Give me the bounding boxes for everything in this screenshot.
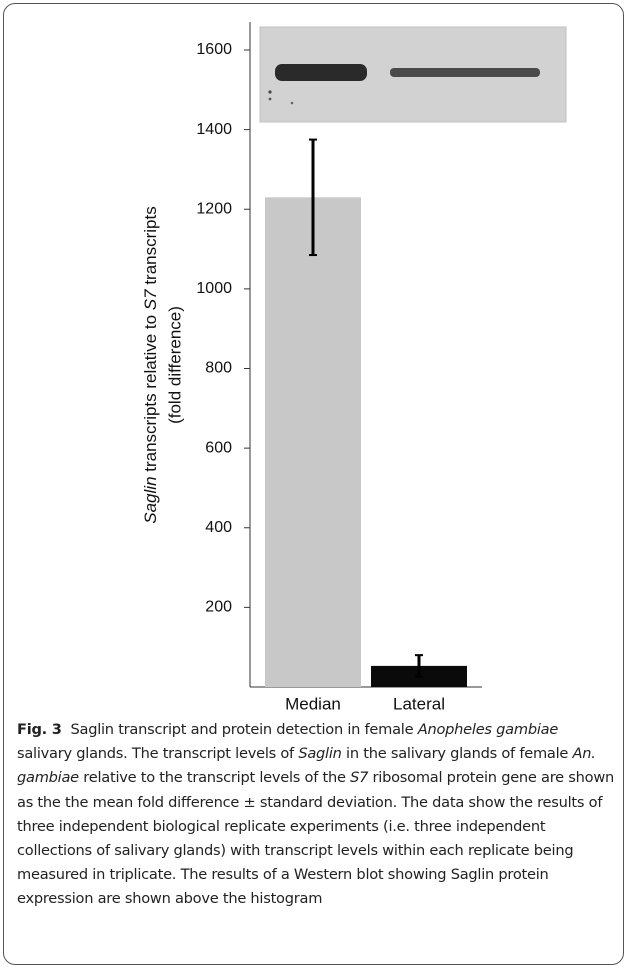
caption-run: Saglin transcript and protein detection … (62, 721, 418, 738)
chart: 200 400 600 800 1000 1200 1400 1600 Saglin trans… (0, 0, 629, 715)
caption-run: relative to the transcript levels of the (79, 769, 350, 786)
y-tick-label: 1000 (196, 280, 232, 297)
y-tick-label: 200 (205, 599, 232, 616)
y-axis-label-part: transcripts (141, 206, 160, 289)
caption-run: Saglin (298, 745, 341, 762)
y-tick-label: 1400 (196, 121, 232, 138)
y-axis-label-2: (fold difference) (165, 306, 184, 424)
y-tick-label: 400 (205, 519, 232, 536)
y-tick-label: 800 (205, 360, 232, 377)
page: {"chart_data": {"type": "bar", "ylabel":… (0, 0, 629, 970)
y-tick-label: 1200 (196, 200, 232, 217)
caption: Fig. 3 Saglin transcript and protein det… (17, 718, 615, 912)
y-axis-label-part: Saglin (141, 476, 160, 523)
caption-run: Anopheles gambiae (418, 721, 558, 738)
y-tick-label: 600 (205, 439, 232, 456)
caption-run: ribosomal protein gene are shown as the … (17, 769, 618, 907)
x-tick-label: Median (285, 694, 341, 713)
y-axis-label-part: S7 (141, 289, 160, 310)
bar (265, 197, 361, 687)
y-axis-label-part: transcripts relative to (141, 310, 160, 476)
western-blot (260, 27, 566, 122)
caption-run: S7 (350, 769, 368, 786)
y-tick-label: 1600 (196, 41, 232, 58)
y-axis-label: Saglin transcripts relative to S7 transc… (141, 206, 160, 523)
x-tick-label: Lateral (393, 694, 445, 713)
caption-run: Fig. 3 (17, 721, 62, 738)
caption-run: in the salivary glands of female (342, 745, 573, 762)
